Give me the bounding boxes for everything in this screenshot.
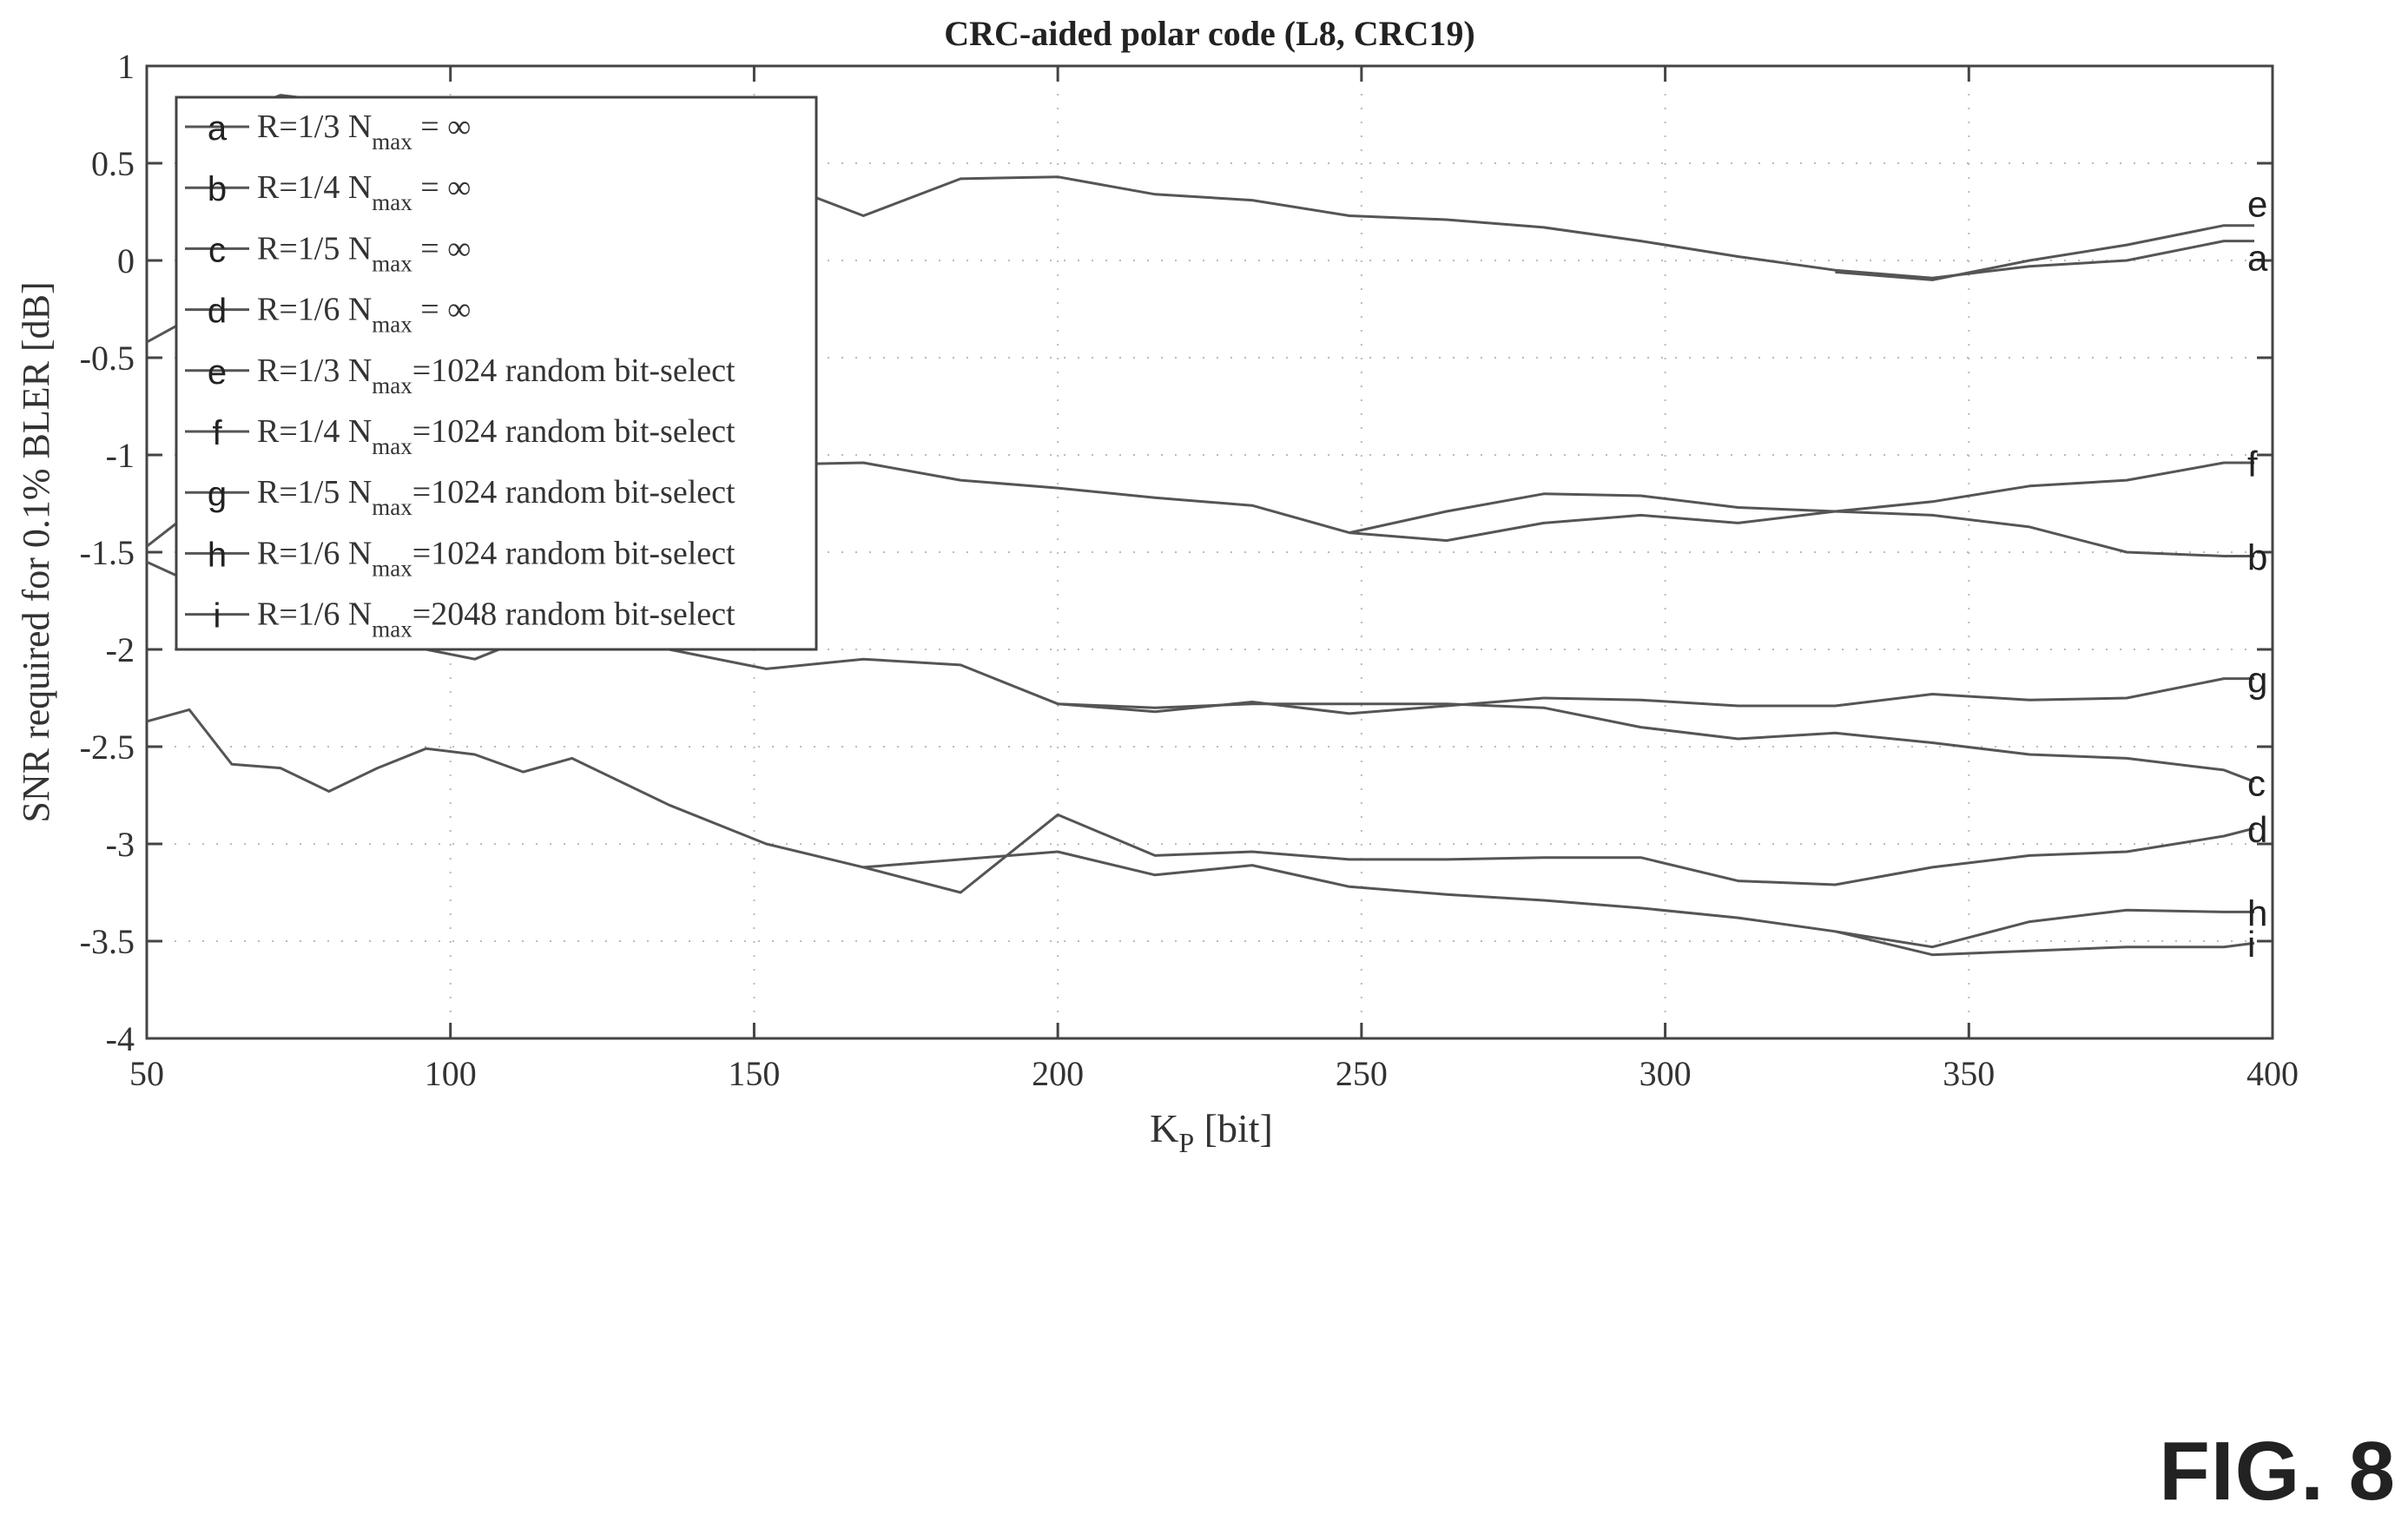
end-label-i: i (2247, 924, 2255, 965)
legend-text-g: R=1/5 Nmax=1024 random bit-select (257, 474, 736, 520)
x-axis-label-sub: P (1178, 1127, 1194, 1158)
legend-text-sub: max (372, 494, 412, 520)
y-tick-label: -2 (106, 630, 135, 669)
series-line-f (1349, 461, 2254, 535)
legend-text-suffix: = ∞ (412, 169, 472, 206)
x-tick-label: 350 (1943, 1054, 1995, 1093)
y-tick-label: -2.5 (80, 728, 135, 767)
legend-text-main: R=1/4 N (257, 413, 372, 450)
legend-text-main: R=1/3 N (257, 109, 372, 145)
figure-label: FIG. 8 (2159, 1425, 2396, 1518)
legend-text-sub: max (372, 312, 412, 338)
legend-text-suffix: = ∞ (412, 292, 472, 328)
legend-letter-f: f (212, 414, 222, 452)
legend-text-a: R=1/3 Nmax = ∞ (257, 109, 471, 155)
legend-text-main: R=1/5 N (257, 230, 372, 267)
end-label-d: d (2247, 809, 2267, 850)
legend-letter-i: i (214, 597, 221, 636)
legend-text-main: R=1/6 N (257, 292, 372, 328)
legend-text-sub: max (372, 555, 412, 581)
end-label-g: g (2247, 660, 2267, 701)
end-label-e: e (2247, 184, 2267, 225)
legend-text-suffix: =2048 random bit-select (412, 596, 736, 633)
chart-title: CRC-aided polar code (L8, CRC19) (944, 14, 1474, 53)
y-tick-label: 0.5 (91, 144, 135, 183)
legend-text-h: R=1/6 Nmax=1024 random bit-select (257, 535, 736, 581)
y-tick-label: -4 (106, 1019, 135, 1058)
series-line-d (147, 708, 2255, 894)
legend-text-suffix: =1024 random bit-select (412, 413, 736, 450)
x-axis-label: KP [bit] (1150, 1106, 1273, 1158)
x-tick-label: 250 (1336, 1054, 1388, 1093)
legend-text-f: R=1/4 Nmax=1024 random bit-select (257, 413, 736, 459)
legend-letter-g: g (208, 475, 227, 513)
legend-text-suffix: = ∞ (412, 230, 472, 267)
series-line-h (863, 850, 2254, 949)
legend-text-main: R=1/6 N (257, 596, 372, 633)
legend-text-sub: max (372, 189, 412, 215)
y-tick-label: -3.5 (80, 922, 135, 961)
y-tick-label: -3 (106, 825, 135, 864)
legend-letter-b: b (208, 170, 227, 208)
legend-letter-c: c (208, 231, 226, 269)
y-tick-label: -1 (106, 436, 135, 475)
legend-text-suffix: =1024 random bit-select (412, 474, 736, 511)
legend-text-suffix: = ∞ (412, 109, 472, 145)
x-tick-label: 300 (1639, 1054, 1692, 1093)
legend-text-sub: max (372, 372, 412, 399)
end-labels: a b cd e f g hi (2247, 184, 2268, 965)
end-label-a: a (2247, 238, 2268, 279)
legend-text-i: R=1/6 Nmax=2048 random bit-select (257, 596, 736, 642)
legend-text-e: R=1/3 Nmax=1024 random bit-select (257, 352, 736, 399)
end-label-c: c (2247, 762, 2266, 803)
y-tick-label: 1 (117, 47, 135, 86)
x-tick-label: 200 (1032, 1054, 1084, 1093)
series-line-e (1835, 224, 2254, 281)
x-axis-label-unit: [bit] (1194, 1106, 1273, 1150)
legend-box (175, 96, 818, 651)
series-line-i (1835, 930, 2255, 957)
svg-text:KP [bit]: KP [bit] (1150, 1106, 1273, 1158)
legend-letter-d: d (208, 293, 227, 331)
legend: a R=1/3 Nmax = ∞b R=1/4 Nmax = ∞c R=1/5 Nma… (175, 96, 818, 651)
legend-letter-h: h (208, 536, 227, 574)
y-tick-label: -1.5 (80, 533, 135, 572)
legend-text-main: R=1/5 N (257, 474, 372, 511)
legend-text-sub: max (372, 433, 412, 459)
x-tick-label: 150 (728, 1054, 780, 1093)
legend-text-sub: max (372, 128, 412, 155)
legend-letter-a: a (208, 109, 228, 148)
x-tick-label: 100 (425, 1054, 477, 1093)
legend-letter-e: e (208, 353, 227, 392)
legend-text-main: R=1/6 N (257, 535, 372, 571)
y-axis: 1 0.5 0 -0.5 -1 -1.5 -2 -2.5 -3 -3.5 -4 (80, 47, 2273, 1058)
legend-text-sub: max (372, 250, 412, 276)
legend-text-main: R=1/4 N (257, 169, 372, 206)
legend-text-suffix: =1024 random bit-select (412, 535, 736, 571)
y-tick-label: 0 (117, 241, 135, 280)
x-axis-label-main: K (1150, 1106, 1178, 1150)
end-label-b: b (2247, 537, 2267, 577)
x-tick-label: 400 (2246, 1054, 2299, 1093)
y-axis-label: SNR required for 0.1% BLER [dB] (15, 281, 57, 822)
legend-text-main: R=1/3 N (257, 352, 372, 389)
end-label-f: f (2247, 444, 2258, 484)
end-label-h: h (2247, 893, 2267, 933)
legend-text-b: R=1/4 Nmax = ∞ (257, 169, 471, 215)
y-tick-label: -0.5 (80, 339, 135, 378)
x-axis: 50 100 150 200 250 300 350 400 (129, 66, 2299, 1093)
legend-text-sub: max (372, 616, 412, 642)
legend-text-suffix: =1024 random bit-select (412, 352, 736, 389)
x-tick-label: 50 (129, 1054, 164, 1093)
legend-text-d: R=1/6 Nmax = ∞ (257, 292, 471, 338)
legend-text-c: R=1/5 Nmax = ∞ (257, 230, 471, 276)
series-line-g (1057, 677, 2254, 715)
